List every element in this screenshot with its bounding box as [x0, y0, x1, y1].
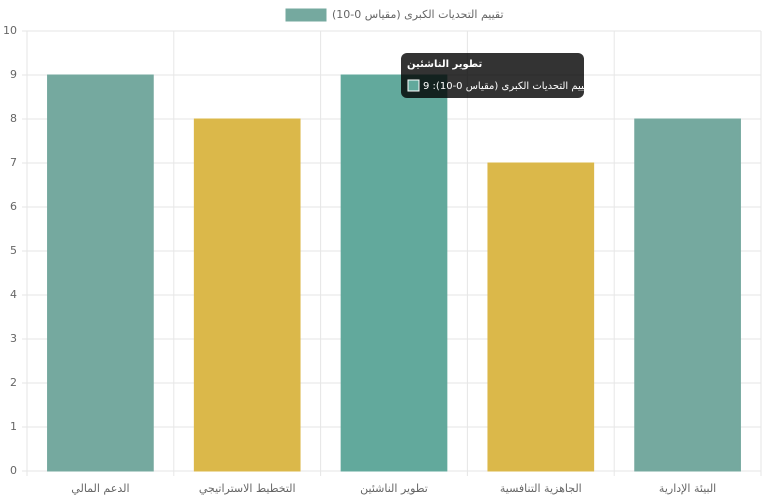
y-tick-label: 2 — [10, 376, 17, 389]
y-tick-label: 3 — [10, 332, 17, 345]
x-tick-label: البيئة الإدارية — [659, 482, 716, 495]
y-tick-label: 0 — [10, 464, 17, 477]
y-tick-label: 7 — [10, 156, 17, 169]
tooltip-box — [401, 53, 584, 98]
legend-label[interactable]: تقييم التحديات الكبرى (مقياس 0-10) — [332, 8, 504, 21]
bar[interactable] — [634, 118, 741, 472]
y-tick-label: 5 — [10, 244, 17, 257]
tooltip-swatch — [407, 79, 420, 92]
y-tick-label: 1 — [10, 420, 17, 433]
y-tick-label: 8 — [10, 112, 17, 125]
y-tick-label: 9 — [10, 68, 17, 81]
x-tick-label: الدعم المالي — [71, 482, 129, 495]
x-tick-label: الجاهزية التنافسية — [500, 482, 582, 495]
x-tick-label: التخطيط الاستراتيجي — [199, 482, 296, 495]
bar[interactable] — [340, 74, 448, 472]
bar[interactable] — [47, 74, 154, 472]
bar[interactable] — [193, 118, 301, 472]
legend-swatch[interactable] — [285, 8, 327, 22]
x-tick-label: تطوير الناشئين — [360, 482, 428, 495]
tooltip-body: تقييم التحديات الكبرى (مقياس 0-10): 9 — [423, 81, 592, 92]
y-tick-label: 10 — [3, 24, 17, 37]
y-tick-label: 6 — [10, 200, 17, 213]
y-tick-label: 4 — [10, 288, 17, 301]
tooltip-title: تطوير الناشئين — [407, 59, 482, 70]
bar[interactable] — [487, 162, 595, 472]
